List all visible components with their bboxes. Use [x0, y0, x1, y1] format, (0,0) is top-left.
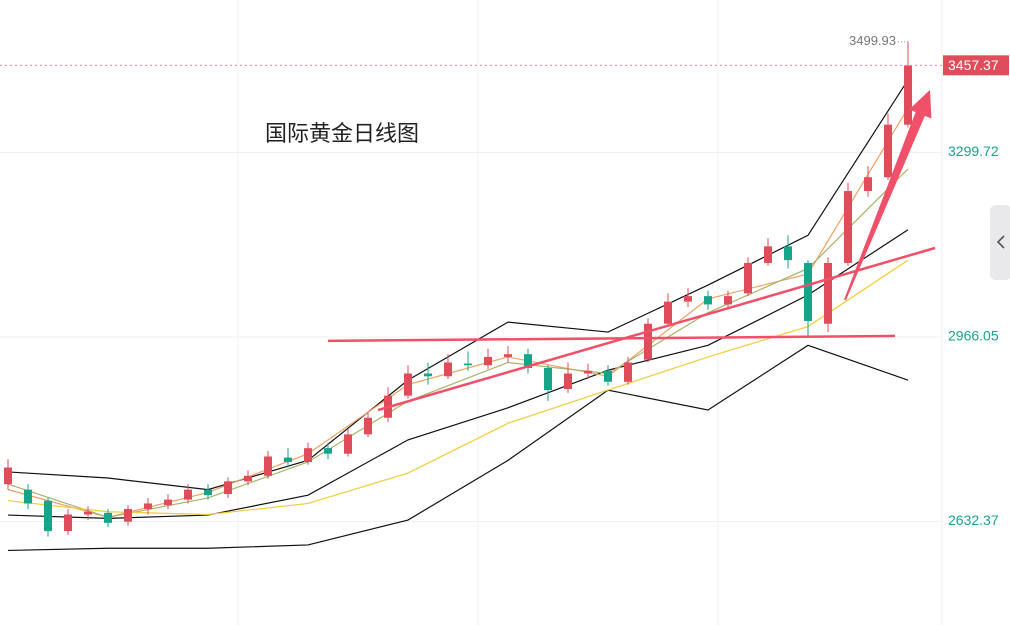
- last-price-label: 3457.37: [948, 57, 999, 73]
- candle-body: [604, 370, 612, 382]
- candle-body: [684, 296, 692, 302]
- candle-body: [404, 373, 412, 396]
- candle-body: [624, 362, 632, 382]
- candle-body: [184, 489, 192, 500]
- candle-body: [704, 296, 712, 305]
- candle-body: [264, 456, 272, 476]
- candle-body: [424, 373, 432, 377]
- candle-body: [364, 417, 372, 435]
- high-label: 3499.93: [849, 33, 896, 48]
- candle-body: [104, 512, 112, 523]
- candle-body: [244, 475, 252, 482]
- candle-body: [764, 246, 772, 263]
- y-tick-label: 2966.05: [948, 328, 999, 344]
- candle-body: [4, 467, 12, 485]
- candle-body: [164, 499, 172, 506]
- candle-body: [824, 262, 832, 324]
- candle-body: [64, 514, 72, 532]
- chart-title: 国际黄金日线图: [265, 121, 419, 146]
- indicator-line: [7, 229, 909, 519]
- candle-body: [224, 481, 232, 495]
- candle-body: [804, 262, 812, 321]
- candle-body: [484, 356, 492, 366]
- candle-body: [44, 500, 52, 532]
- candle-body: [324, 448, 332, 454]
- y-tick-label: 2632.37: [948, 512, 999, 528]
- candle-body: [284, 457, 292, 462]
- candle-body: [464, 363, 472, 366]
- trend-line: [327, 334, 896, 343]
- candle-body: [524, 354, 532, 368]
- collapse-button[interactable]: [990, 205, 1010, 280]
- indicator-line: [7, 107, 909, 518]
- indicator-line: [7, 344, 909, 552]
- candle-body: [644, 323, 652, 360]
- trend-arrow: [844, 89, 932, 301]
- candle-body: [304, 448, 312, 462]
- trend-line: [377, 246, 936, 412]
- candle-body: [24, 489, 32, 504]
- candle-body: [544, 367, 552, 391]
- collapse-icon[interactable]: [996, 235, 1005, 249]
- indicator-line: [7, 259, 909, 516]
- candle-body: [744, 262, 752, 294]
- candle-body: [884, 124, 892, 178]
- candle-body: [144, 503, 152, 509]
- candle-body: [904, 65, 912, 125]
- y-tick-label: 3299.72: [948, 143, 999, 159]
- indicator-line: [7, 168, 909, 518]
- candle-body: [864, 177, 872, 192]
- indicator-line: [7, 79, 909, 491]
- last-price-box: [943, 55, 1009, 76]
- candle-body: [84, 511, 92, 515]
- candle-body: [784, 246, 792, 261]
- candle-body: [664, 301, 672, 324]
- candle-body: [504, 354, 512, 357]
- candle-body: [204, 489, 212, 496]
- candle-body: [124, 508, 132, 522]
- candle-body: [724, 296, 732, 305]
- collapse-button-bg[interactable]: [990, 205, 1010, 280]
- candle-body: [344, 434, 352, 454]
- candle-body: [584, 370, 592, 374]
- candle-body: [844, 191, 852, 263]
- candle-body: [564, 373, 572, 390]
- candle-body: [444, 362, 452, 377]
